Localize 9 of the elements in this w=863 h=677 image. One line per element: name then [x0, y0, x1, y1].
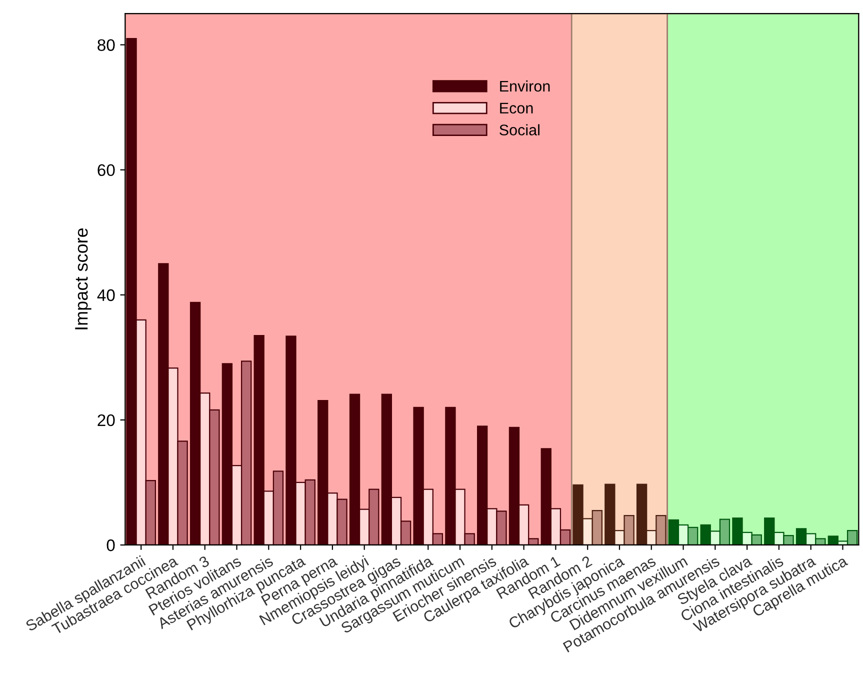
y-tick-label: 80	[98, 39, 115, 52]
legend-label: Social	[500, 124, 540, 136]
y-axis-title: Impact score	[75, 228, 92, 330]
legend-label: Environ	[500, 80, 550, 92]
y-tick-label: 20	[98, 414, 115, 426]
y-tick-label: 40	[97, 289, 115, 302]
legend-label: Econ	[500, 102, 533, 114]
y-tick-label: 0	[106, 539, 115, 552]
y-tick-label: 60	[98, 164, 115, 176]
